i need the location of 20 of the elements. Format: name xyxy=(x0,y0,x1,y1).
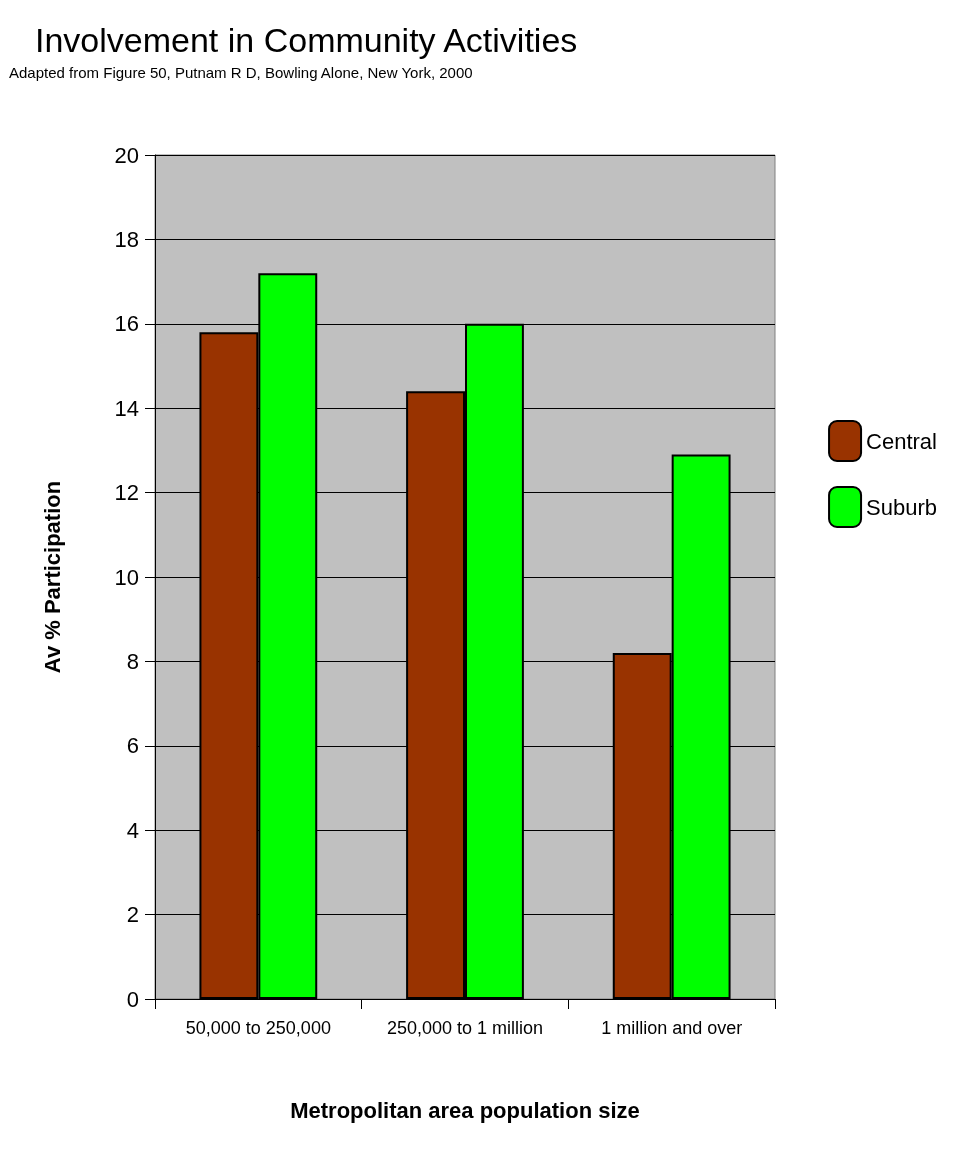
y-tick-label: 14 xyxy=(114,395,139,421)
x-tick-label: 1 million and over xyxy=(601,1018,743,1038)
y-tick-label: 4 xyxy=(126,817,139,843)
y-tick-label: 16 xyxy=(114,311,139,337)
y-tick-label: 6 xyxy=(126,733,139,759)
y-tick-label: 10 xyxy=(114,564,139,590)
x-tick-label: 50,000 to 250,000 xyxy=(185,1018,331,1038)
y-tick-label: 18 xyxy=(114,226,139,252)
chart-title: Involvement in Community Activities xyxy=(35,21,578,59)
legend-label: Central xyxy=(866,428,937,454)
text: Adapted from Figure 50, Putnam R D, Bowling Alone, New York, 2000 xyxy=(9,64,473,81)
y-tick-label: 8 xyxy=(126,648,139,674)
x-tick-label: 250,000 to 1 million xyxy=(386,1018,544,1038)
y-tick-label: 2 xyxy=(126,902,139,928)
y-axis-title: Av % Participation xyxy=(39,480,65,674)
y-tick-label: 12 xyxy=(114,480,139,506)
x-axis-title: Metropolitan area population size xyxy=(290,1097,640,1123)
y-tick-label: 0 xyxy=(126,986,139,1012)
legend-label: Suburb xyxy=(866,494,938,520)
y-tick-label: 20 xyxy=(114,142,139,168)
